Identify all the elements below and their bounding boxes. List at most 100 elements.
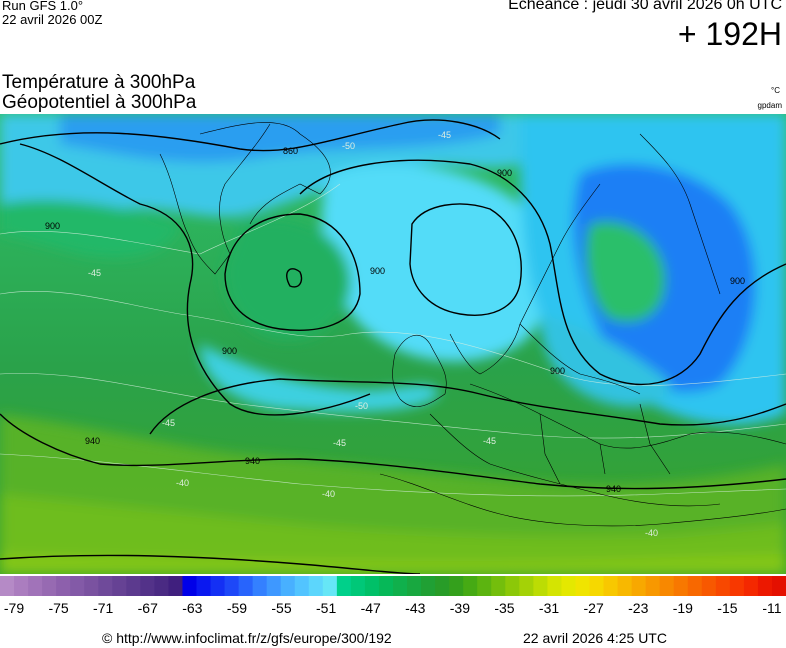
color-swatch (687, 576, 703, 596)
color-swatch (589, 576, 605, 596)
color-swatch (126, 576, 141, 596)
color-swatch (659, 576, 675, 596)
color-swatch (42, 576, 57, 596)
scale-tick-label: -39 (449, 600, 470, 616)
contour-labels: 860 900 900 900 900 900 900 940 940 940 … (45, 130, 745, 538)
color-swatch (743, 576, 759, 596)
contour-label: 900 (730, 276, 745, 286)
color-swatch (393, 576, 408, 596)
color-swatch (154, 576, 170, 596)
scale-tick-label: -55 (271, 600, 292, 616)
color-swatch (673, 576, 689, 596)
run-date: 22 avril 2026 00Z (2, 12, 103, 27)
contour-label: 900 (222, 346, 237, 356)
color-swatch (519, 576, 534, 596)
color-swatch (182, 576, 198, 596)
geopotential-contours (0, 119, 786, 574)
color-scale-bar (0, 576, 786, 596)
scale-tick-label: -43 (405, 600, 426, 616)
param-temperature-title: Température à 300hPa (2, 72, 196, 93)
color-swatch (196, 576, 212, 596)
color-swatch (224, 576, 240, 596)
color-swatch (407, 576, 422, 596)
isotherm-label: -40 (645, 528, 658, 538)
color-scale-ticks: -79 -75 -71 -67 -63 -59 -55 -51 -47 -43 -39 -35 -31 -… (0, 600, 786, 618)
color-swatch (308, 576, 324, 596)
color-swatch (421, 576, 436, 596)
color-swatch (547, 576, 563, 596)
lead-time: + 192H (677, 16, 782, 52)
scale-tick-label: -79 (3, 600, 25, 616)
isotherm-label: -45 (88, 268, 101, 278)
color-swatch (491, 576, 506, 596)
contour-label: 900 (370, 266, 385, 276)
color-swatch (701, 576, 717, 596)
isotherm-label: -50 (355, 401, 368, 411)
color-swatch (56, 576, 71, 596)
scale-tick-label: -59 (226, 600, 248, 616)
scale-tick-label: -31 (538, 600, 560, 616)
isotherm-label: -45 (333, 438, 346, 448)
color-swatch (757, 576, 773, 596)
color-swatch (350, 576, 366, 596)
color-swatch (112, 576, 127, 596)
color-swatch (84, 576, 99, 596)
scale-tick-label: -19 (672, 600, 693, 616)
color-swatch (14, 576, 29, 596)
contour-label: 900 (550, 366, 565, 376)
coastlines (159, 122, 786, 527)
source-credit: © http://www.infoclimat.fr/z/gfs/europe/… (102, 630, 392, 646)
color-swatch (28, 576, 43, 596)
color-swatch (210, 576, 226, 596)
color-swatch (322, 576, 338, 596)
scale-tick-label: -11 (762, 600, 782, 616)
param-geopotential-title: Géopotentiel à 300hPa (2, 92, 197, 113)
color-swatch (603, 576, 619, 596)
color-swatch (505, 576, 520, 596)
contour-label: 940 (85, 436, 100, 446)
color-swatch (645, 576, 661, 596)
run-title: Run GFS 1.0° (2, 0, 84, 13)
color-swatch (449, 576, 464, 596)
weather-map: 860 900 900 900 900 900 900 940 940 940 … (0, 114, 786, 574)
color-swatch (280, 576, 296, 596)
contour-label: 860 (283, 146, 298, 156)
contour-label: 940 (606, 484, 621, 494)
scale-tick-label: -75 (48, 600, 69, 616)
color-swatch (729, 576, 745, 596)
color-swatch (771, 576, 786, 596)
color-swatch (0, 576, 15, 596)
contour-label: 900 (45, 221, 60, 231)
unit-geopotential: gpdam (757, 101, 782, 110)
scale-tick-label: -71 (93, 600, 114, 616)
isotherm-label: -45 (162, 418, 175, 428)
isotherm-label: -50 (342, 141, 355, 151)
color-swatch (561, 576, 577, 596)
isotherm-label: -40 (322, 489, 335, 499)
unit-temperature: °C (771, 86, 780, 95)
color-swatch (463, 576, 478, 596)
color-swatch (252, 576, 268, 596)
color-swatch (715, 576, 731, 596)
scale-tick-label: -27 (583, 600, 604, 616)
contour-label: 940 (245, 456, 260, 466)
color-swatch (238, 576, 254, 596)
color-swatch (140, 576, 155, 596)
scale-tick-label: -23 (628, 600, 649, 616)
color-swatch (617, 576, 633, 596)
scale-tick-label: -47 (360, 600, 381, 616)
scale-tick-label: -67 (137, 600, 158, 616)
color-swatch (70, 576, 85, 596)
temperature-isotherms (0, 183, 786, 497)
color-swatch (435, 576, 450, 596)
isotherm-label: -40 (176, 478, 189, 488)
scale-tick-label: -15 (717, 600, 738, 616)
color-swatch (294, 576, 310, 596)
generation-timestamp: 22 avril 2026 4:25 UTC (523, 630, 667, 646)
color-swatch (336, 576, 352, 596)
scale-tick-label: -51 (315, 600, 337, 616)
scale-tick-label: -63 (182, 600, 203, 616)
contour-label: 900 (497, 168, 512, 178)
color-swatch (477, 576, 492, 596)
isotherm-label: -45 (483, 436, 496, 446)
